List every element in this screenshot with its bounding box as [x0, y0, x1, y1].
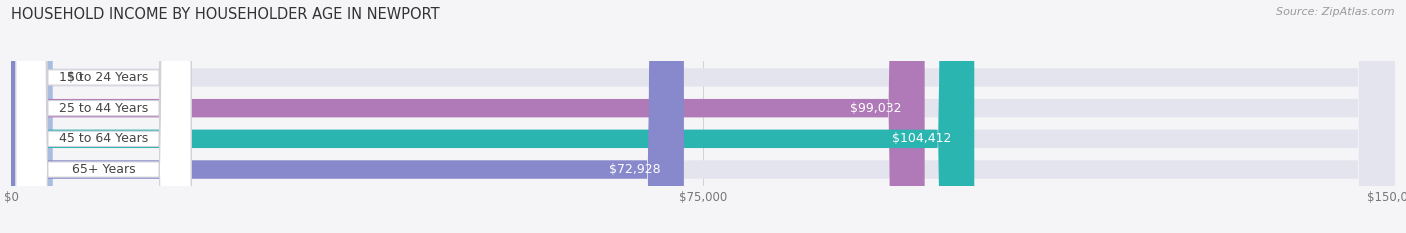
FancyBboxPatch shape [15, 0, 191, 233]
FancyBboxPatch shape [11, 0, 925, 233]
FancyBboxPatch shape [11, 0, 1395, 233]
Text: Source: ZipAtlas.com: Source: ZipAtlas.com [1277, 7, 1395, 17]
FancyBboxPatch shape [15, 0, 191, 233]
FancyBboxPatch shape [11, 0, 53, 233]
FancyBboxPatch shape [11, 0, 683, 233]
Text: $0: $0 [66, 71, 83, 84]
FancyBboxPatch shape [11, 0, 1395, 233]
FancyBboxPatch shape [11, 0, 1395, 233]
FancyBboxPatch shape [15, 0, 191, 233]
Text: $72,928: $72,928 [609, 163, 661, 176]
Text: 65+ Years: 65+ Years [72, 163, 135, 176]
FancyBboxPatch shape [11, 0, 1395, 233]
FancyBboxPatch shape [15, 0, 191, 233]
Text: $99,032: $99,032 [851, 102, 901, 115]
Text: 45 to 64 Years: 45 to 64 Years [59, 132, 148, 145]
FancyBboxPatch shape [11, 0, 974, 233]
Text: 25 to 44 Years: 25 to 44 Years [59, 102, 148, 115]
Text: $104,412: $104,412 [891, 132, 952, 145]
Text: HOUSEHOLD INCOME BY HOUSEHOLDER AGE IN NEWPORT: HOUSEHOLD INCOME BY HOUSEHOLDER AGE IN N… [11, 7, 440, 22]
Text: 15 to 24 Years: 15 to 24 Years [59, 71, 148, 84]
